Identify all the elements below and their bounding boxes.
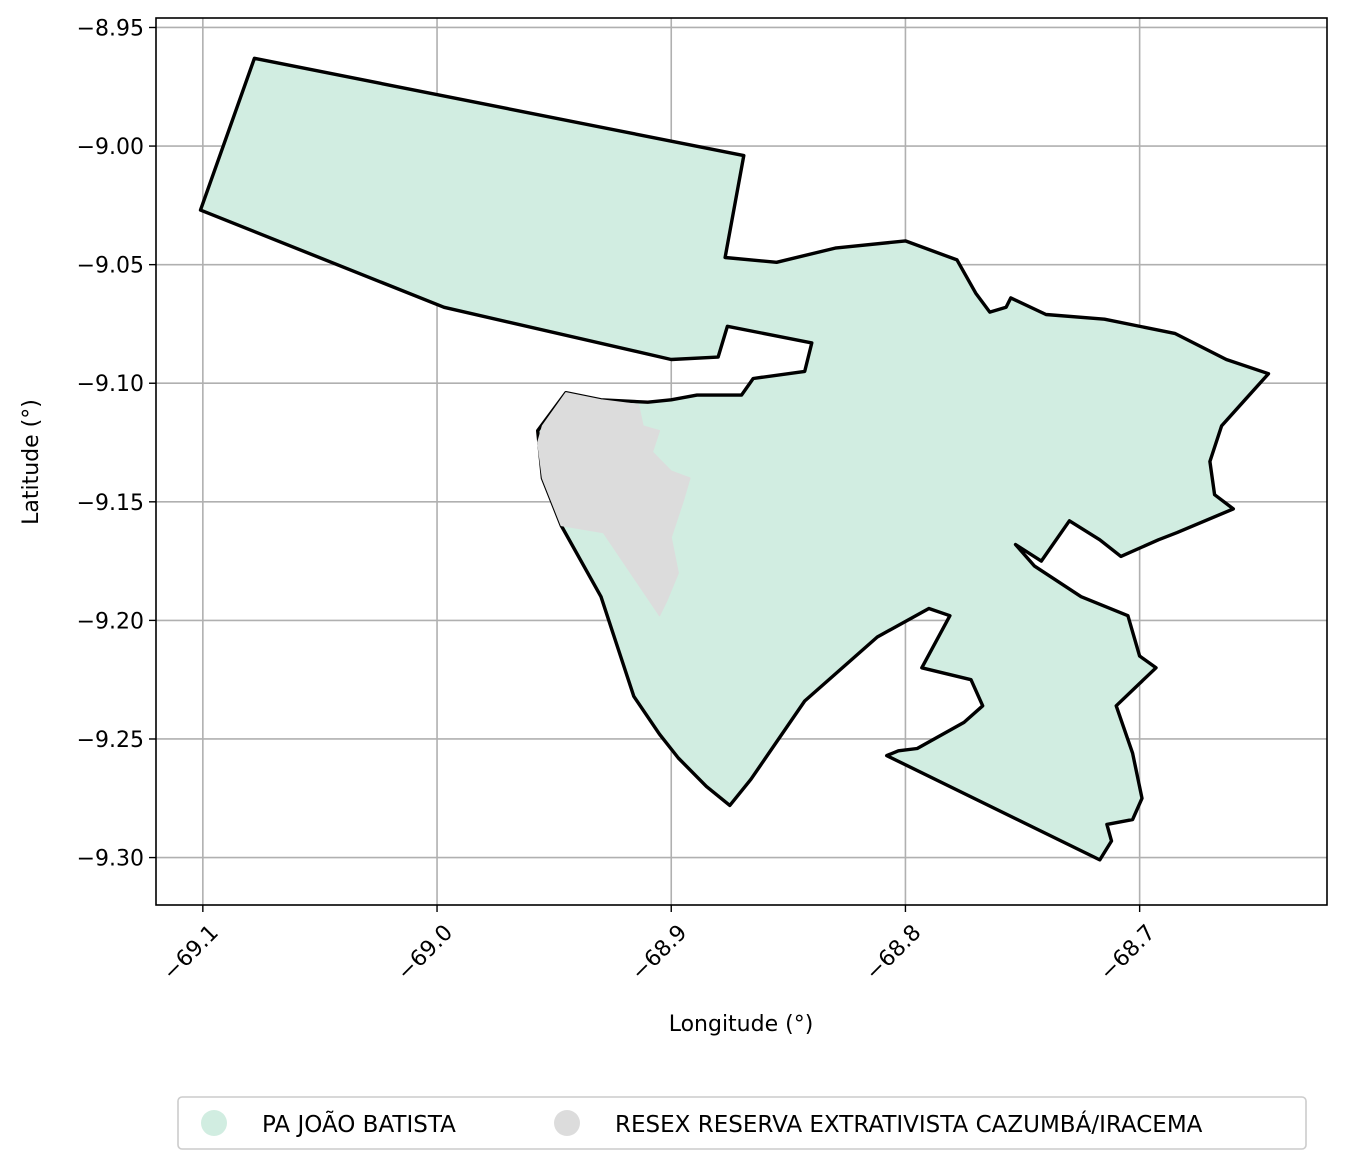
plot-frame (155, 17, 1328, 906)
y-tick-label: −9.20 (77, 609, 144, 634)
x-axis-ticks: −69.1 −69.0 −68.9 −68.8 −68.7 (158, 905, 1161, 986)
x-tick-label: −69.1 (158, 920, 223, 985)
legend-marker-pa-joao-batista (201, 1110, 227, 1136)
x-tick-label: −68.9 (627, 920, 692, 985)
legend-marker-resex-cazumba-iracema (554, 1110, 580, 1136)
x-axis-label: Longitude (°) (669, 1012, 814, 1037)
x-tick-label: −68.8 (861, 920, 926, 985)
y-tick-label: −8.95 (77, 16, 144, 41)
legend: PA JOÃO BATISTA RESEX RESERVA EXTRATIVIS… (177, 1096, 1307, 1150)
x-tick-label: −69.0 (393, 920, 458, 985)
legend-label-resex-cazumba-iracema: RESEX RESERVA EXTRATIVISTA CAZUMBÁ/IRACE… (615, 1110, 1203, 1138)
y-tick-label: −9.00 (77, 135, 144, 160)
y-axis-label: Latitude (°) (19, 399, 44, 525)
x-tick-label: −68.7 (1095, 920, 1160, 985)
y-axis-ticks: −8.95 −9.00 −9.05 −9.10 −9.15 −9.20 −9.25 −9.30 (77, 16, 156, 872)
legend-label-pa-joao-batista: PA JOÃO BATISTA (262, 1110, 456, 1138)
y-tick-label: −9.25 (77, 728, 144, 753)
y-tick-label: −9.30 (77, 847, 144, 872)
y-tick-label: −9.15 (77, 491, 144, 516)
y-tick-label: −9.10 (77, 372, 144, 397)
polygon-resex-reserva-extrativista-cazumb-iracema (537, 392, 691, 617)
y-tick-label: −9.05 (77, 254, 144, 279)
legend-frame (177, 1096, 1307, 1150)
map-polygons (198, 56, 1271, 862)
